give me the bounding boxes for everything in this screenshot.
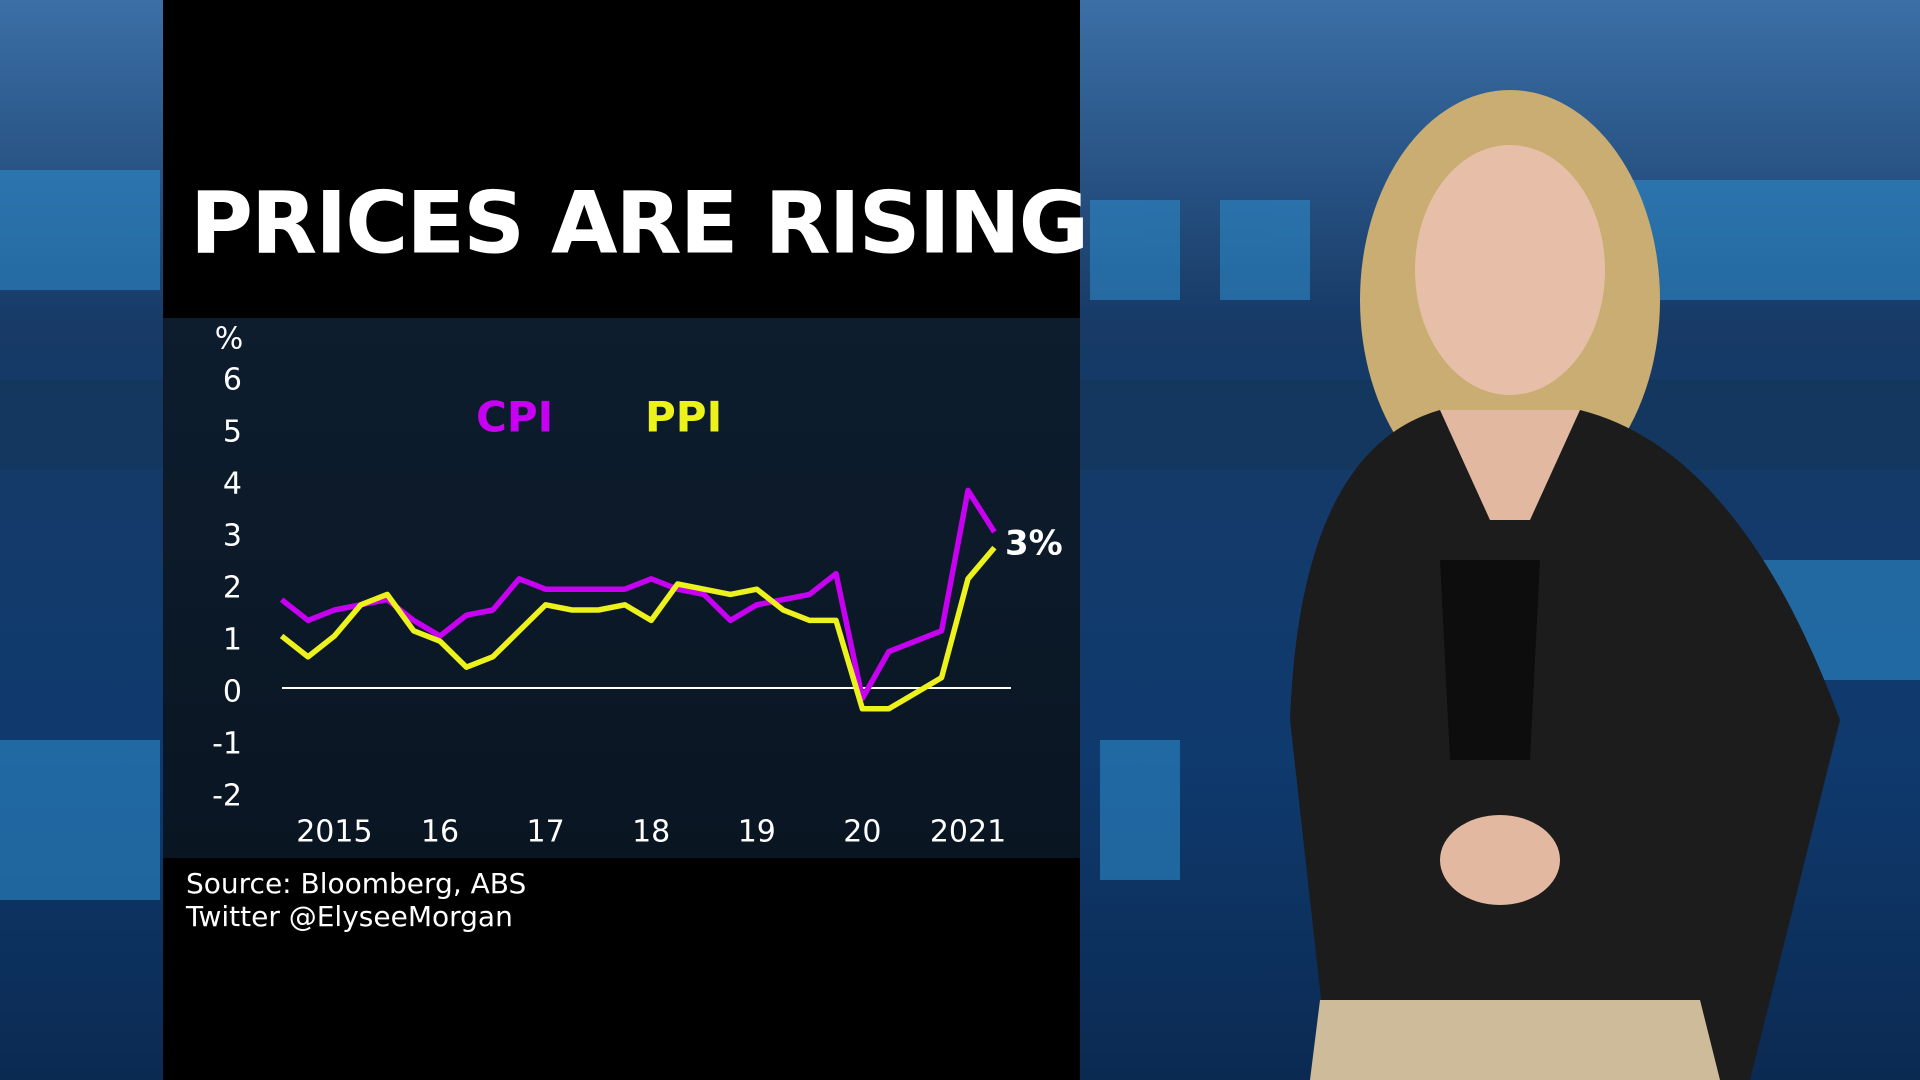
annotation: 3% (1005, 524, 1063, 564)
source-line: Source: Bloomberg, ABS (186, 867, 526, 900)
presenter (1290, 90, 1840, 1080)
series-line (279, 545, 997, 712)
x-tick-label: 18 (632, 815, 670, 850)
y-tick-label: 0 (223, 675, 242, 710)
y-tick-label: 6 (223, 363, 242, 398)
y-unit: % (215, 322, 244, 357)
source-line: Twitter @ElyseeMorgan (185, 900, 513, 933)
x-tick-label: 20 (843, 815, 881, 850)
chart-title: PRICES ARE RISING (190, 173, 1087, 273)
legend-entry: PPI (645, 393, 722, 442)
x-tick-label: 16 (421, 815, 459, 850)
x-tick-label: 19 (738, 815, 776, 850)
x-tick-label: 2015 (296, 815, 372, 850)
y-tick-label: 1 (223, 623, 242, 658)
y-tick-label: -1 (212, 727, 242, 762)
y-tick-label: 2 (223, 571, 242, 606)
x-tick-label: 2021 (930, 815, 1006, 850)
y-tick-label: 5 (223, 415, 242, 450)
y-tick-label: 3 (223, 519, 242, 554)
y-tick-label: -2 (212, 779, 242, 814)
y-tick-label: 4 (223, 467, 242, 502)
legend-entry: CPI (476, 393, 553, 442)
x-tick-label: 17 (527, 815, 565, 850)
